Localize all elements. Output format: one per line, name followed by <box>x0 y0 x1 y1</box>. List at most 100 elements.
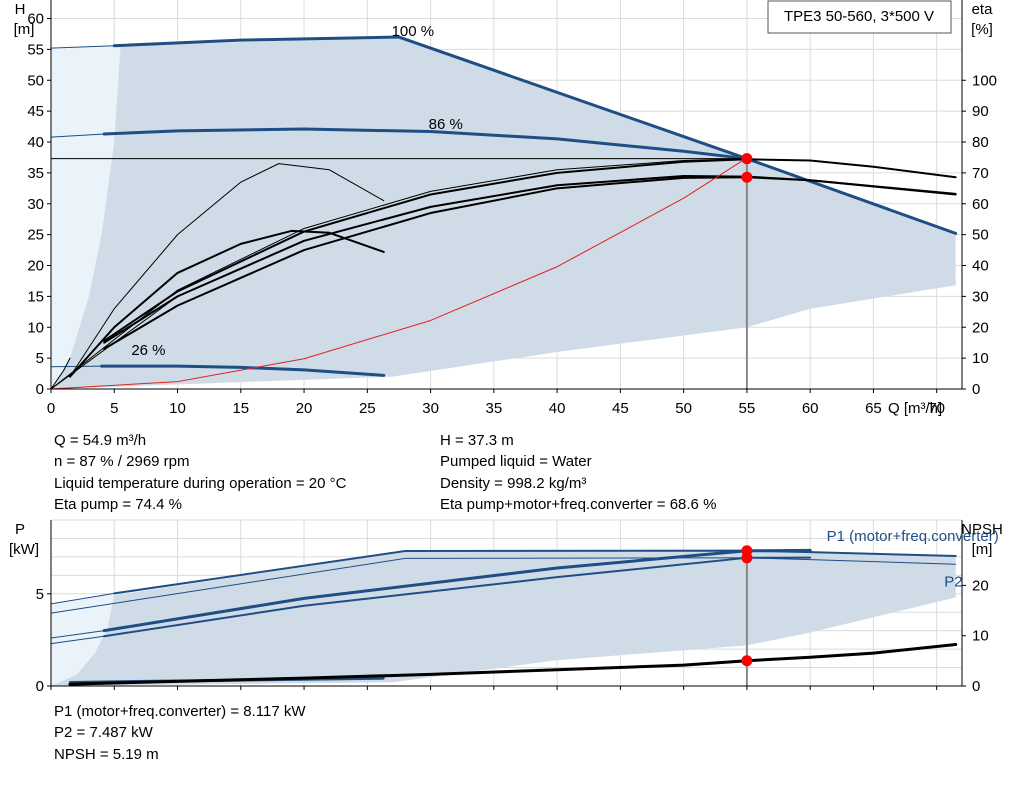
head-chart-y-tick-label: 5 <box>36 350 44 367</box>
power-chart-area_light <box>51 593 115 686</box>
info-block-bottom: P1 (motor+freq.converter) = 8.117 kW P2 … <box>54 701 306 765</box>
head-chart-curve-label: 26 % <box>131 342 165 359</box>
power-chart-operating-point-marker <box>741 552 753 564</box>
head-chart-eta_d-line <box>68 229 385 378</box>
head-chart-y-tick-label: 35 <box>27 165 44 182</box>
head-chart-y2-tick-label: 100 <box>972 72 997 89</box>
head-chart-y-tick-label: 40 <box>27 134 44 151</box>
head-chart-eta_g-line <box>50 158 748 390</box>
power-chart-p1_86_thin-line <box>50 630 105 639</box>
head-chart-x-tick-label: 60 <box>802 400 819 417</box>
info-liquid-temperature: Liquid temperature during operation = 20… <box>54 474 347 492</box>
head-chart-x-tick-label: 20 <box>296 400 313 417</box>
head-chart-y-tick-label: 60 <box>27 11 44 28</box>
head-chart-x-tick-label: 40 <box>549 400 566 417</box>
power-chart-operating-point-marker <box>741 655 753 667</box>
head-chart-x-tick-label: 70 <box>928 400 945 417</box>
head-chart-x-tick-label: 45 <box>612 400 629 417</box>
head-chart-ylabel-right-unit: [%] <box>971 21 993 38</box>
head-chart-x-tick-label: 35 <box>486 400 503 417</box>
head-chart-y-tick-label: 45 <box>27 103 44 120</box>
head-chart-y-tick-label: 0 <box>36 381 44 398</box>
power-chart-p2_86-line <box>103 556 812 638</box>
head-chart-x-tick-label: 50 <box>675 400 692 417</box>
head-chart-head_26-line <box>100 364 386 377</box>
head-chart-y-tick-label: 20 <box>27 258 44 275</box>
head-chart-curve-label: 100 % <box>392 23 435 40</box>
head-chart-xlabel: Q [m³/h] <box>888 400 942 417</box>
head-chart-x-tick-label: 30 <box>422 400 439 417</box>
head-chart-x-tick-label: 10 <box>169 400 186 417</box>
head-chart-system_curve-line <box>50 158 747 390</box>
head-chart-y2-tick-label: 0 <box>972 381 980 398</box>
power-chart-series-label: P2 <box>944 573 962 590</box>
power-chart-ylabel-left: P <box>15 521 25 538</box>
head-chart-y2-tick-label: 70 <box>972 165 989 182</box>
head-chart-eta_short-line <box>50 357 71 390</box>
info-pumped-liquid: Pumped liquid = Water <box>440 453 592 471</box>
power-chart-y2-tick-label: 0 <box>972 678 980 695</box>
head-chart-operating-point-marker <box>741 171 753 183</box>
power-chart-p1_max_thin-line <box>50 592 115 605</box>
head-chart-y2-tick-label: 40 <box>972 258 989 275</box>
head-chart-y2-tick-label: 20 <box>972 319 989 336</box>
head-chart-eta_b-line <box>103 176 957 350</box>
info-npsh: NPSH = 5.19 m <box>54 745 159 763</box>
head-chart-x-tick-label: 25 <box>359 400 376 417</box>
head-chart-title: TPE3 50-560, 3*500 V <box>784 8 934 25</box>
info-p2: P2 = 7.487 kW <box>54 724 153 742</box>
power-chart-y-tick-label: 5 <box>36 586 44 603</box>
power-chart-ylabel-left-unit: [kW] <box>9 541 39 558</box>
info-p1: P1 (motor+freq.converter) = 8.117 kW <box>54 703 306 720</box>
info-density: Density = 998.2 kg/m³ <box>440 474 587 492</box>
head-chart-eta_e-line <box>69 163 385 378</box>
info-block-left: Q = 54.9 m³/h n = 87 % / 2969 rpm Liquid… <box>54 430 346 515</box>
power-chart-area <box>51 550 956 686</box>
head-chart-x-tick-label: 5 <box>110 400 118 417</box>
head-chart-eta_f-line <box>50 176 748 390</box>
head-chart-curve-label: 86 % <box>429 116 463 133</box>
head-chart-x-tick-label: 15 <box>232 400 249 417</box>
info-head: H = 37.3 m <box>440 432 514 449</box>
power-chart-y2-tick-label: 10 <box>972 628 989 645</box>
head-chart-area <box>51 37 956 390</box>
head-chart-y-tick-label: 25 <box>27 227 44 244</box>
head-chart-operating-point-marker <box>741 153 753 165</box>
power-chart-ylabel-right-unit: [m] <box>972 541 993 558</box>
power-chart-y-tick-label: 0 <box>36 678 44 695</box>
head-chart-head_86_thin-line <box>50 133 105 138</box>
head-chart-y2-tick-label: 10 <box>972 350 989 367</box>
head-chart-ylabel-left-unit: [m] <box>14 21 35 38</box>
head-chart-y2-tick-label: 30 <box>972 288 989 305</box>
head-chart-head_max_thin-line <box>50 45 115 49</box>
power-chart-series-label: P1 (motor+freq.converter) <box>827 528 999 545</box>
power-chart-ylabel-right: NPSH <box>961 521 1003 538</box>
head-chart-y-tick-label: 55 <box>27 41 44 58</box>
head-chart-ylabel-right: eta <box>972 1 994 18</box>
power-chart-npsh-line <box>68 643 958 686</box>
head-chart-head_max-line <box>112 35 958 235</box>
info-eta-total: Eta pump+motor+freq.converter = 68.6 % <box>440 495 717 513</box>
info-eta-pump: Eta pump = 74.4 % <box>54 495 182 513</box>
head-chart-x-tick-label: 65 <box>865 400 882 417</box>
head-chart-head_86-line <box>102 127 749 161</box>
head-chart-y-tick-label: 15 <box>27 288 44 305</box>
head-chart-y2-tick-label: 60 <box>972 196 989 213</box>
head-chart-ylabel-left: H <box>15 1 26 18</box>
head-chart-y2-tick-label: 90 <box>972 103 989 120</box>
head-chart-y2-tick-label: 50 <box>972 227 989 244</box>
head-chart-y-tick-label: 50 <box>27 72 44 89</box>
power-chart-p2_86_thin-line <box>50 635 105 645</box>
info-speed: n = 87 % / 2969 rpm <box>54 453 190 471</box>
head-chart-area_light <box>51 45 121 389</box>
head-chart-x-tick-label: 55 <box>739 400 756 417</box>
info-flow: Q = 54.9 m³/h <box>54 432 147 449</box>
power-chart-p1_86-line <box>102 548 812 633</box>
head-chart-y-tick-label: 30 <box>27 196 44 213</box>
head-chart-eta_c-line <box>103 158 957 342</box>
power-chart-y2-tick-label: 20 <box>972 577 989 594</box>
head-chart-y2-tick-label: 80 <box>972 134 989 151</box>
head-chart-title-box <box>767 0 952 34</box>
